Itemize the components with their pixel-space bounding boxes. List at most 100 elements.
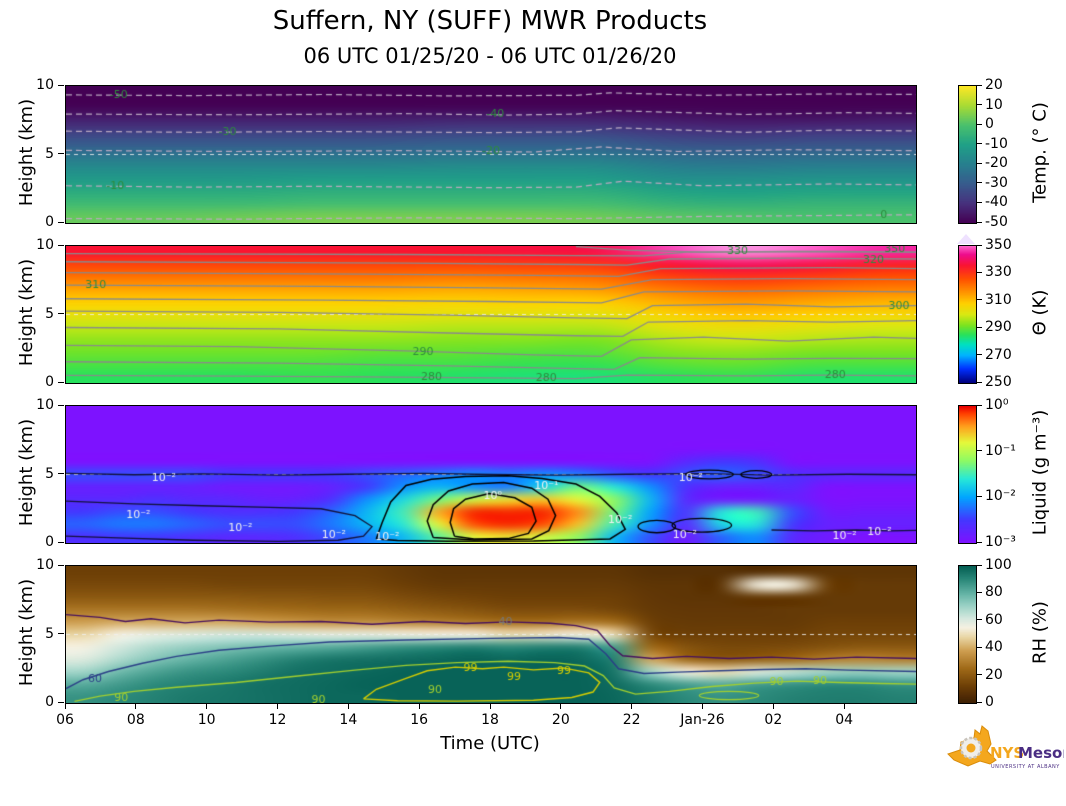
y-tick-label: 0 <box>45 694 54 710</box>
colorbar-tick-label: 20 <box>985 77 1003 93</box>
page-title: Suffern, NY (SUFF) MWR Products <box>272 6 708 36</box>
colorbar-tick-label: 40 <box>985 639 1003 656</box>
gear-hub-icon <box>966 743 976 753</box>
x-tick-label: 06 <box>56 712 74 728</box>
colorbar-tick-mark <box>977 674 982 676</box>
y-tick-label: 10 <box>36 397 54 413</box>
colorbar-tick-mark <box>977 701 982 703</box>
colorbar-tick-label: 0 <box>985 694 994 710</box>
rh-colorbar-label: RH (%) <box>1029 601 1051 664</box>
colorbar-tick-mark <box>977 244 982 246</box>
temperature-colorbar <box>958 85 977 224</box>
x-axis-label: Time (UTC) <box>440 733 540 754</box>
colorbar-tick-label: -10 <box>985 135 1008 152</box>
rh-heatmap <box>65 565 917 704</box>
y-tick-mark <box>58 404 64 406</box>
liquid-colorbar-label: Liquid (g m⁻³) <box>1029 409 1051 536</box>
colorbar-tick-label: 310 <box>985 291 1012 308</box>
colorbar-tick-mark <box>977 450 982 452</box>
colorbar-tick-label: -50 <box>985 214 1008 230</box>
colorbar-tick-label: 270 <box>985 346 1012 363</box>
colorbar-tick-mark <box>977 299 982 301</box>
colorbar-tick-mark <box>977 495 982 497</box>
colorbar-tick-mark <box>977 591 982 593</box>
x-tick-label: 20 <box>551 712 570 728</box>
x-tick-label: 04 <box>835 712 854 728</box>
colorbar-tick-label: 10⁻³ <box>985 534 1016 550</box>
x-tick-mark <box>347 704 349 709</box>
y-tick-mark <box>58 313 64 314</box>
rh-colorbar <box>958 565 977 704</box>
colorbar-tick-label: 290 <box>985 319 1012 336</box>
liquid-heatmap <box>65 405 917 544</box>
colorbar-tick-label: 10 <box>985 96 1003 113</box>
x-tick-mark <box>489 704 491 709</box>
colorbar-tick-mark <box>977 84 982 86</box>
x-tick-label: Jan-26 <box>680 712 725 728</box>
colorbar-tick-mark <box>977 354 982 356</box>
colorbar-tick-label: 10⁰ <box>985 397 1009 413</box>
colorbar-tick-mark <box>977 271 982 273</box>
x-tick-mark <box>64 704 66 709</box>
y-tick-mark <box>58 473 64 474</box>
colorbar-tick-label: 20 <box>985 666 1003 683</box>
y-tick-mark <box>58 701 64 703</box>
x-tick-mark <box>631 704 633 709</box>
y-tick-mark <box>58 244 64 246</box>
colorbar-tick-mark <box>977 326 982 328</box>
x-tick-label: 10 <box>197 712 216 728</box>
colorbar-tick-mark <box>977 104 982 106</box>
y-tick-label: 10 <box>36 237 54 253</box>
colorbar-tick-label: 10⁻¹ <box>985 442 1016 459</box>
x-tick-label: 22 <box>622 712 641 728</box>
y-tick-label: 5 <box>45 145 54 162</box>
y-tick-mark <box>58 221 64 223</box>
temperature-colorbar-label: Temp. (° C) <box>1029 102 1051 203</box>
colorbar-tick-mark <box>977 381 982 383</box>
y-tick-label: 0 <box>45 374 54 390</box>
x-tick-label: 16 <box>410 712 429 728</box>
colorbar-tick-mark <box>977 123 982 125</box>
colorbar-tick-label: 0 <box>985 116 994 133</box>
colorbar-tick-label: 10⁻² <box>985 488 1016 505</box>
y-tick-label: 0 <box>45 214 54 230</box>
x-tick-mark <box>206 704 208 709</box>
y-tick-mark <box>58 633 64 634</box>
y-tick-mark <box>58 153 64 154</box>
colorbar-tick-label: 330 <box>985 264 1012 281</box>
colorbar-tick-mark <box>977 221 982 223</box>
colorbar-tick-mark <box>977 162 982 164</box>
theta-colorbar <box>958 245 977 384</box>
liquid-colorbar <box>958 405 977 544</box>
x-tick-label: 12 <box>268 712 287 728</box>
colorbar-tick-label: 250 <box>985 374 1012 390</box>
y-tick-mark <box>58 381 64 383</box>
x-tick-label: 14 <box>339 712 358 728</box>
colorbar-tick-mark <box>977 646 982 648</box>
nys-mesonet-logo: NYS Mesonet UNIVERSITY AT ALBANY <box>947 725 1064 770</box>
colorbar-tick-mark <box>977 143 982 145</box>
logo-nys-text: NYS <box>990 744 1024 762</box>
colorbar-tick-label: 100 <box>985 557 1012 573</box>
colorbar-tick-mark <box>977 541 982 543</box>
colorbar-tick-label: 80 <box>985 584 1003 601</box>
y-tick-label: 5 <box>45 465 54 482</box>
y-tick-label: 10 <box>36 77 54 93</box>
x-tick-mark <box>843 704 845 709</box>
x-tick-mark <box>772 704 774 709</box>
colorbar-tick-label: -20 <box>985 155 1008 172</box>
x-tick-mark <box>702 704 703 709</box>
colorbar-tick-mark <box>977 564 982 566</box>
x-tick-mark <box>418 704 420 709</box>
y-tick-label: 5 <box>45 625 54 642</box>
colorbar-tick-label: 60 <box>985 611 1003 628</box>
y-tick-mark <box>58 564 64 566</box>
x-tick-label: 18 <box>481 712 499 728</box>
logo-mesonet-text: Mesonet <box>1018 744 1064 762</box>
x-tick-mark <box>135 704 137 709</box>
page-subtitle: 06 UTC 01/25/20 - 06 UTC 01/26/20 <box>303 44 677 68</box>
x-tick-label: 02 <box>764 712 783 728</box>
theta-colorbar-extend-arrow <box>957 234 975 244</box>
y-tick-label: 0 <box>45 534 54 550</box>
